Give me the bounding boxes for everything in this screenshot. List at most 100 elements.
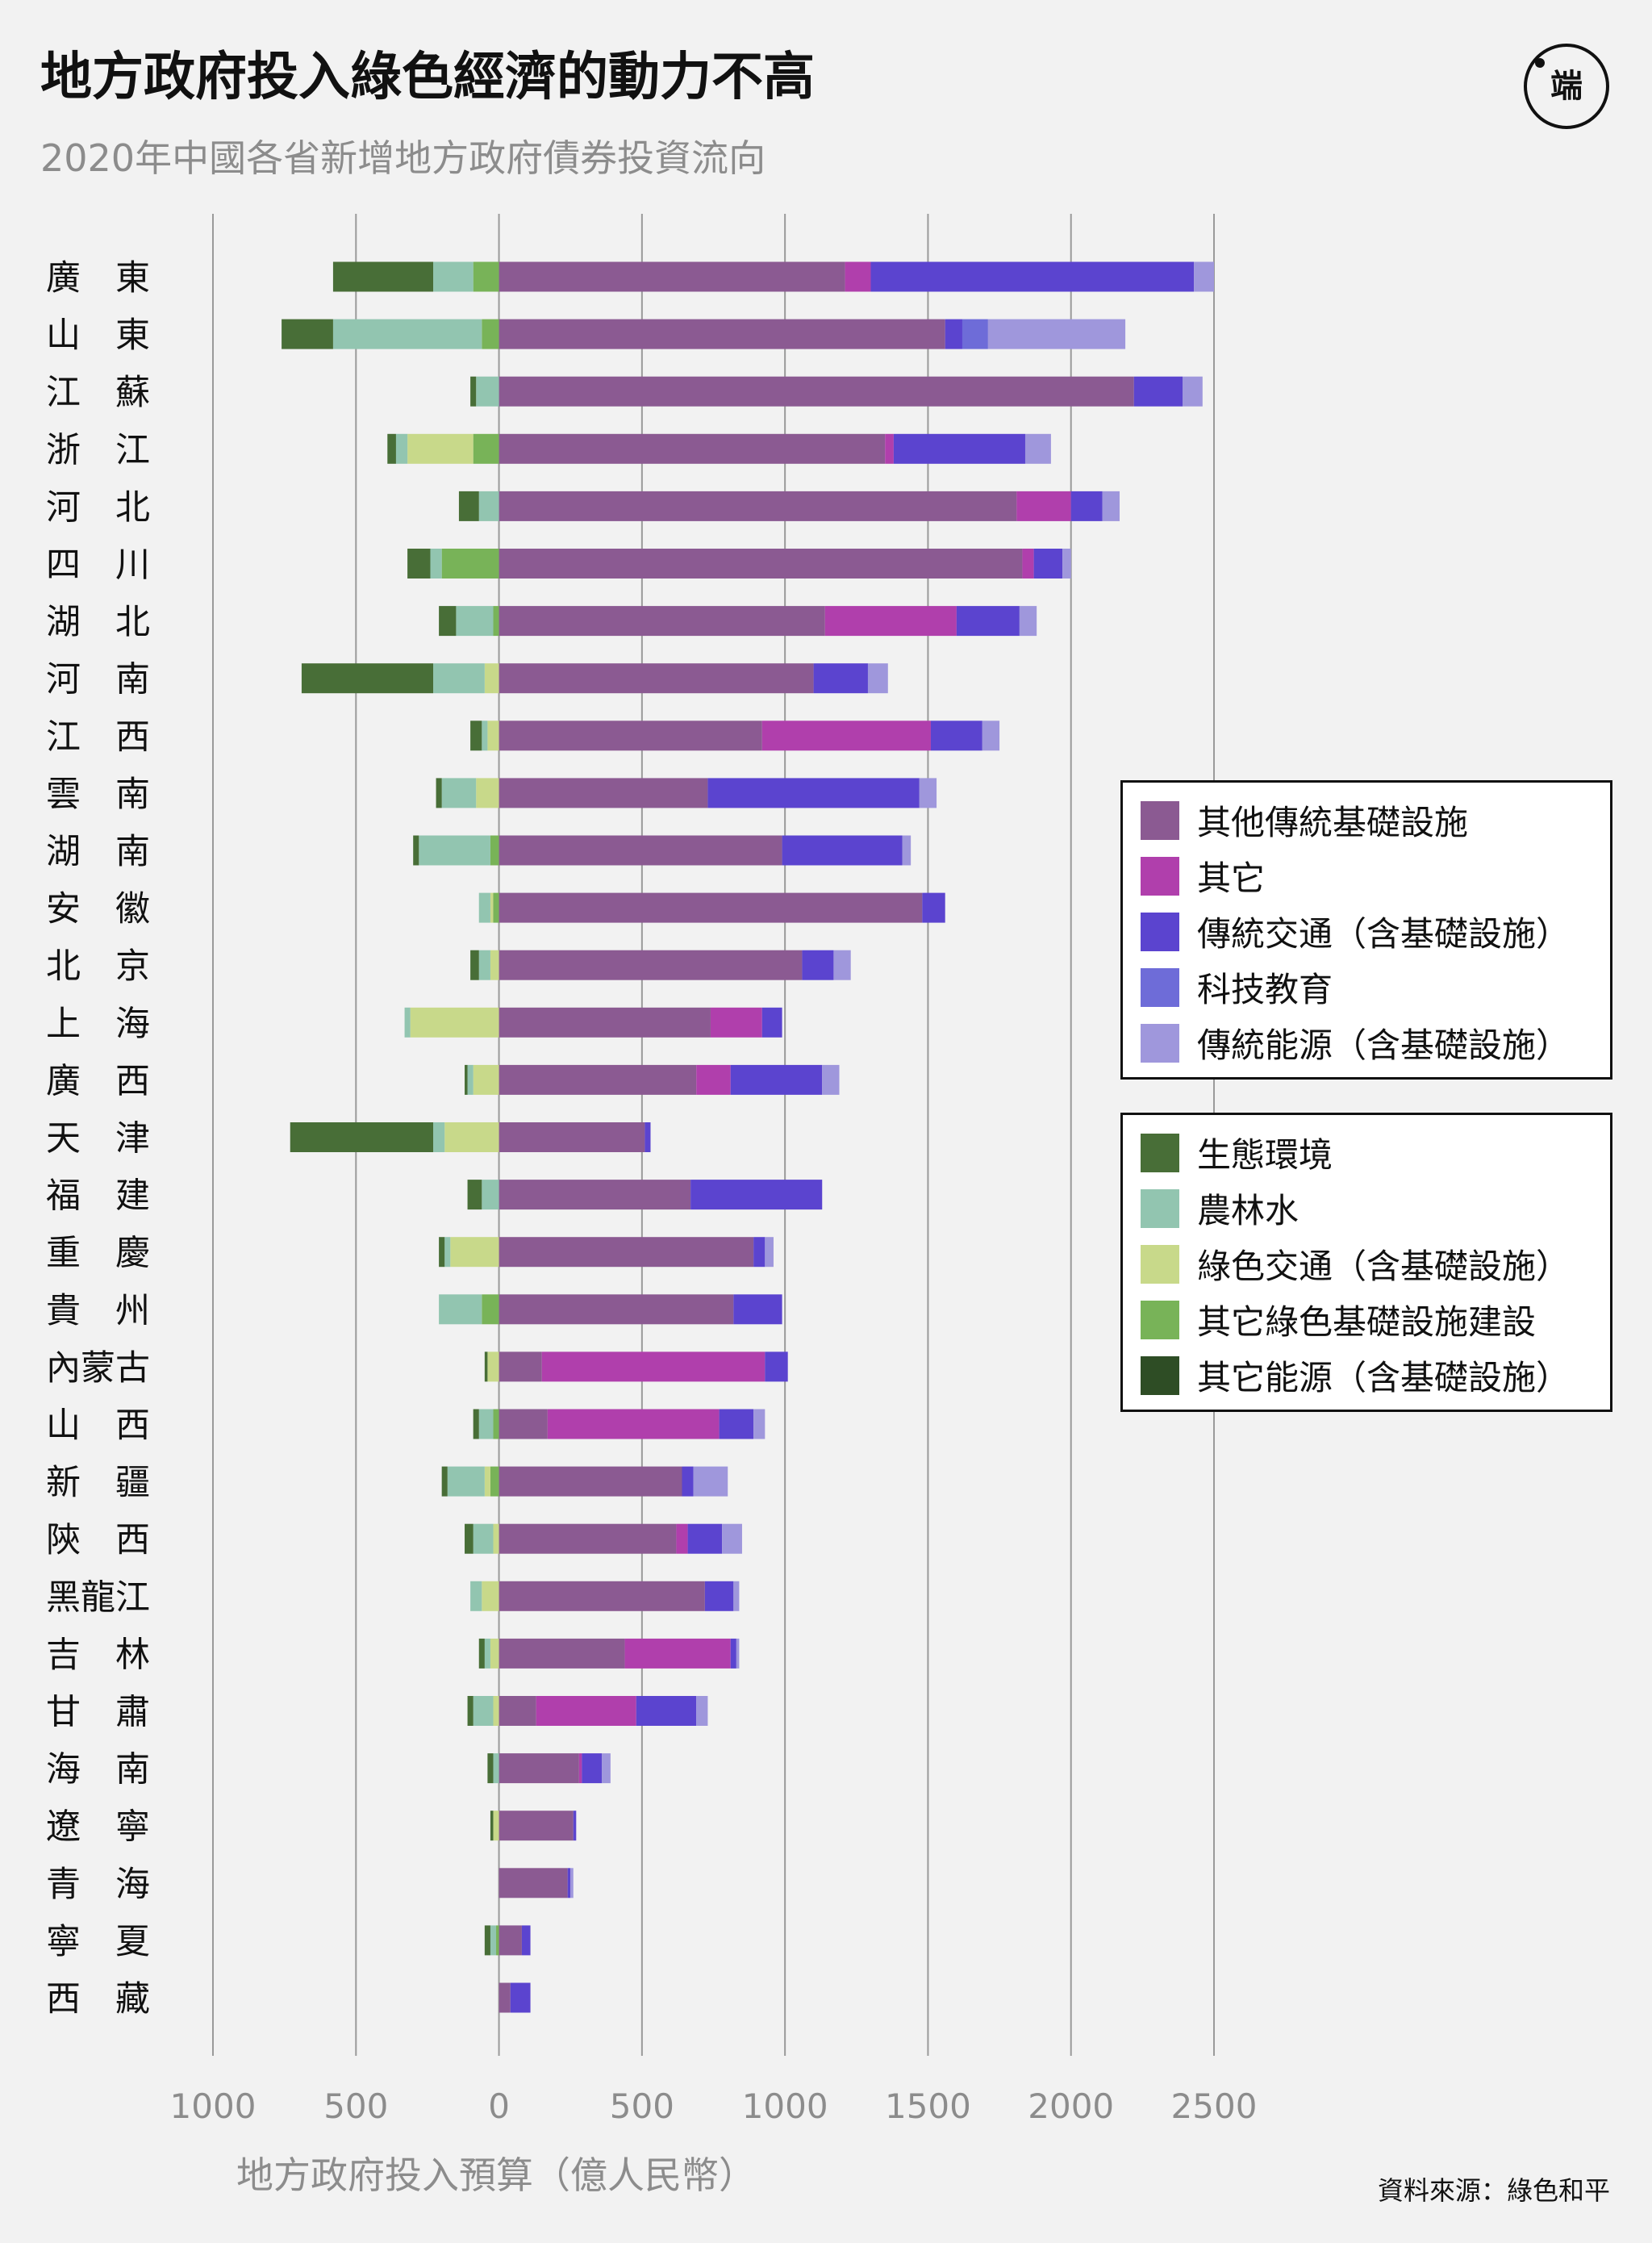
bar-segment [439, 1237, 445, 1268]
bar-segment [484, 663, 499, 694]
bar-segment [867, 663, 888, 694]
bar-segment [930, 721, 982, 751]
x-tick-label: 1500 [885, 2086, 971, 2126]
bar-segment [467, 1696, 473, 1726]
bar-segment [813, 663, 868, 694]
bar-segment [470, 950, 479, 980]
bar-segment [470, 376, 477, 407]
legend-swatch [1141, 967, 1179, 1007]
legend-label: 科技教育 [1197, 970, 1333, 1009]
bar-segment [493, 1409, 499, 1439]
bar-segment [722, 1523, 742, 1554]
x-tick-label: 2500 [1171, 2086, 1258, 2126]
legend-label: 傳統能源（含基礎設施） [1197, 1025, 1571, 1065]
bar-segment [499, 319, 945, 349]
bar-segment [487, 1351, 499, 1382]
bar-segment [499, 778, 708, 808]
bar-segment [484, 1638, 490, 1669]
bar-segment [845, 261, 871, 292]
bar-segment [753, 1409, 766, 1439]
legend-item: 其它綠色基礎設施建設 [1141, 1292, 1592, 1347]
bar-segment [499, 1696, 536, 1726]
bar-segment [473, 1696, 494, 1726]
bar-segment [478, 1638, 485, 1669]
bar-segment [484, 1925, 490, 1956]
bar-segment [484, 1351, 488, 1382]
bar-segment [499, 1237, 754, 1268]
bar-segment [919, 778, 937, 808]
legend-traditional: 其他傳統基礎設施 其它 傳統交通（含基礎設施） 科技教育 傳統能源（含基礎設施） [1120, 780, 1612, 1080]
bar-segment [987, 319, 1126, 349]
bar-segment [433, 663, 485, 694]
x-tick-label: 500 [610, 2086, 674, 2126]
legend-item: 農林水 [1141, 1180, 1592, 1236]
province-label: 山 西 [46, 1406, 150, 1446]
x-tick-label: 2000 [1028, 2086, 1114, 2126]
bar-segment [719, 1409, 754, 1439]
bar-segment [478, 1409, 494, 1439]
bar-segment [484, 1466, 490, 1497]
logo-text: 端 [1550, 68, 1583, 105]
bar-segment [499, 1753, 579, 1784]
bar-segment [499, 663, 814, 694]
bar-segment [682, 1466, 694, 1497]
bar-segment [487, 1753, 494, 1784]
bar-segment [567, 1868, 571, 1898]
legend-item: 傳統交通（含基礎設施） [1141, 904, 1592, 959]
province-label: 陝 西 [46, 1520, 150, 1560]
bar-segment [433, 261, 473, 292]
brand-logo: 端 [1524, 44, 1609, 129]
bar-segment [430, 549, 442, 579]
bar-segment [956, 606, 1020, 637]
province-label: 重 慶 [46, 1234, 150, 1274]
province-label: 福 建 [46, 1176, 150, 1217]
x-axis-title: 地方政府投入預算（億人民幣） [236, 2153, 756, 2197]
bar-segment [493, 1753, 499, 1784]
province-label: 遼 寧 [46, 1807, 150, 1848]
bar-segment [499, 1638, 625, 1669]
bar-segment [753, 1237, 766, 1268]
legend-item: 科技教育 [1141, 959, 1592, 1015]
bar-segment [490, 1466, 499, 1497]
bar-segment [761, 721, 931, 751]
bar-segment [482, 1180, 499, 1210]
bar-segment [499, 549, 1023, 579]
legend-label: 生態環境 [1197, 1135, 1333, 1175]
province-label: 黑龍江 [46, 1577, 150, 1618]
legend-swatch [1141, 1133, 1179, 1172]
bar-segment [765, 1237, 774, 1268]
bar-segment [496, 1925, 499, 1956]
legend-label: 綠色交通（含基礎設施） [1197, 1247, 1571, 1286]
bar-segment [1033, 549, 1063, 579]
bar-segment [407, 549, 431, 579]
bar-segment [493, 892, 499, 923]
bar-segment [962, 319, 988, 349]
bar-segment [573, 1811, 577, 1841]
bar-segment [922, 892, 945, 923]
legend-item: 綠色交通（含基礎設施） [1141, 1236, 1592, 1292]
bar-segment [482, 1294, 499, 1325]
bar-segment [499, 1409, 548, 1439]
province-label: 西 藏 [46, 1979, 150, 2020]
bar-segment [439, 1294, 482, 1325]
bar-segment [499, 1982, 511, 2013]
x-tick-label: 1000 [170, 2086, 257, 2126]
bar-segment [490, 892, 494, 923]
bar-segment [499, 950, 803, 980]
bar-segment [499, 1122, 645, 1152]
bar-segment [476, 376, 499, 407]
bar-segment [536, 1696, 636, 1726]
bar-segment [482, 721, 488, 751]
legend-swatch [1141, 800, 1179, 840]
legend-label: 農林水 [1197, 1191, 1299, 1230]
bar-segment [465, 1064, 468, 1095]
bar-segment [493, 1523, 499, 1554]
bar-segment [578, 1753, 582, 1784]
bar-segment [499, 1351, 542, 1382]
legend-label: 傳統交通（含基礎設施） [1197, 914, 1571, 954]
bar-segment [499, 491, 1017, 521]
bar-segment [730, 1064, 823, 1095]
province-label: 上 海 [46, 1004, 150, 1044]
province-label: 內蒙古 [46, 1348, 150, 1389]
bar-segment [387, 433, 396, 464]
